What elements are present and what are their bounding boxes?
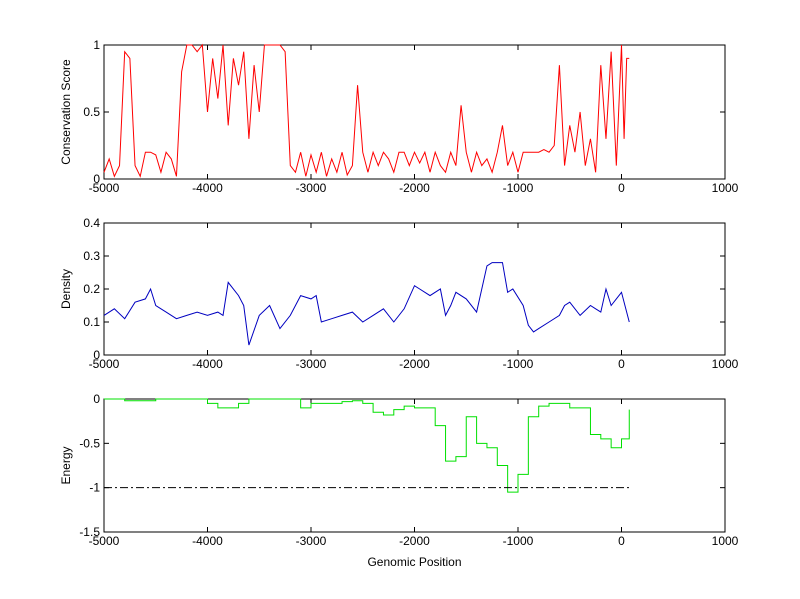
data-line: [104, 398, 630, 493]
axes-box: [103, 398, 726, 533]
y-tick-label: -1.5: [79, 525, 100, 539]
x-tick-label: -5000: [89, 534, 120, 548]
x-tick-label: -4000: [192, 357, 223, 371]
x-tick-label: -3000: [296, 181, 327, 195]
x-tick-label: -4000: [192, 534, 223, 548]
x-tick-label: -3000: [296, 534, 327, 548]
y-tick-label: 0.3: [83, 249, 100, 263]
x-tick-label: 1000: [712, 534, 739, 548]
y-tick-label: 0.1: [83, 315, 100, 329]
x-tick-label: -1000: [503, 181, 534, 195]
y-tick-label: -0.5: [79, 436, 100, 450]
axes-box: [103, 222, 726, 356]
x-tick-label: 0: [618, 181, 625, 195]
x-tick-label: 0: [618, 357, 625, 371]
x-tick-label: 1000: [712, 181, 739, 195]
x-tick-label: -5000: [89, 357, 120, 371]
data-line: [103, 43, 630, 178]
y-axis-label: Density: [59, 269, 73, 309]
y-tick-label: 0.2: [83, 282, 100, 296]
x-tick-label: -1000: [503, 357, 534, 371]
y-axis-label: Conservation Score: [59, 59, 73, 165]
y-axis-label: Energy: [59, 446, 73, 484]
x-tick-label: -4000: [192, 181, 223, 195]
x-tick-label: -5000: [89, 181, 120, 195]
y-tick-label: 0: [93, 392, 100, 406]
x-tick-label: -1000: [503, 534, 534, 548]
y-tick-label: 0.4: [83, 216, 100, 230]
data-line: [103, 262, 630, 346]
y-tick-label: 1: [93, 38, 100, 52]
x-tick-label: -2000: [399, 181, 430, 195]
x-axis-label: Genomic Position: [367, 555, 461, 569]
x-tick-label: -3000: [296, 357, 327, 371]
y-tick-label: 0: [93, 348, 100, 362]
y-tick-label: 0: [93, 172, 100, 186]
x-tick-label: 0: [618, 534, 625, 548]
x-tick-label: 1000: [712, 357, 739, 371]
x-tick-label: -2000: [399, 534, 430, 548]
y-tick-label: -1: [89, 481, 100, 495]
x-tick-label: -2000: [399, 357, 430, 371]
y-tick-label: 0.5: [83, 105, 100, 119]
axes-box: [103, 44, 726, 180]
